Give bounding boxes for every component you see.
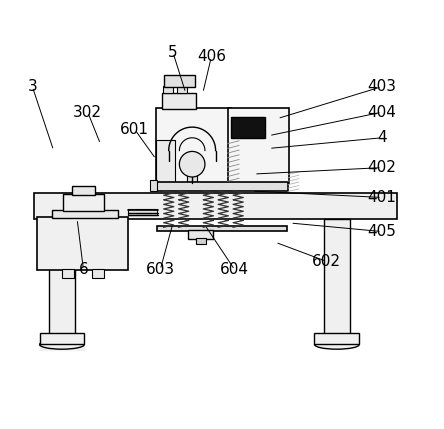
Ellipse shape (314, 340, 359, 349)
Bar (195, 238, 206, 245)
Bar (36, 217, 128, 270)
Text: 406: 406 (197, 49, 226, 64)
Text: 3: 3 (28, 79, 37, 94)
Bar (156, 140, 175, 182)
Bar (324, 219, 350, 334)
Text: 403: 403 (367, 79, 396, 94)
Text: 5: 5 (168, 45, 178, 60)
Bar (63, 194, 104, 211)
Bar (177, 86, 187, 94)
Bar (72, 186, 95, 195)
Bar (156, 182, 288, 190)
Bar (52, 210, 118, 218)
Text: 302: 302 (73, 105, 102, 120)
Bar (40, 332, 84, 344)
Text: 604: 604 (220, 263, 249, 278)
Bar (187, 174, 197, 182)
Bar (49, 219, 75, 334)
Bar (227, 108, 289, 182)
Text: 603: 603 (146, 263, 175, 278)
Bar (35, 193, 397, 219)
Text: 404: 404 (367, 105, 396, 120)
Bar (92, 269, 104, 278)
Text: 601: 601 (120, 122, 149, 137)
Circle shape (179, 151, 205, 177)
Bar (150, 181, 157, 191)
Bar (163, 93, 196, 109)
Bar (128, 209, 157, 214)
Bar (314, 332, 359, 344)
Bar (62, 269, 74, 278)
Text: 6: 6 (79, 263, 88, 278)
Bar (188, 230, 214, 239)
Text: 405: 405 (367, 224, 396, 239)
Text: 602: 602 (312, 254, 341, 269)
Bar (156, 108, 230, 182)
Text: 401: 401 (367, 190, 396, 205)
Bar (157, 226, 287, 231)
Text: 4: 4 (377, 130, 387, 145)
Bar (163, 86, 174, 94)
Bar (230, 117, 265, 138)
Text: 402: 402 (367, 160, 396, 175)
Ellipse shape (40, 340, 84, 349)
Bar (164, 75, 195, 87)
